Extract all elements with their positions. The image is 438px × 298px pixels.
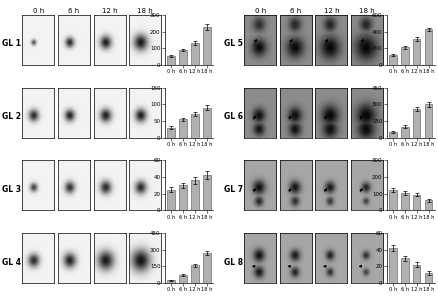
Title: 18 h: 18 h [137,8,153,14]
Bar [166,280,174,283]
Bar [412,109,420,138]
Text: GL 4: GL 4 [2,257,21,266]
Bar [191,265,198,283]
Bar [424,104,431,138]
Bar [412,39,420,65]
Bar [191,43,198,65]
Bar [388,248,396,283]
Bar [178,275,186,283]
Text: GL 8: GL 8 [223,257,243,266]
Bar [424,200,431,210]
Bar [202,108,210,138]
Bar [191,180,198,210]
Title: 6 h: 6 h [290,8,301,14]
Title: 18 h: 18 h [358,8,374,14]
Text: GL 7: GL 7 [223,185,243,194]
Bar [400,47,408,65]
Bar [202,27,210,65]
Bar [178,119,186,138]
Bar [400,127,408,138]
Bar [400,193,408,210]
Bar [412,195,420,210]
Bar [202,253,210,283]
Bar [202,175,210,210]
Title: 12 h: 12 h [323,8,339,14]
Text: GL 3: GL 3 [2,185,21,194]
Bar [178,50,186,65]
Bar [166,128,174,138]
Bar [166,190,174,210]
Bar [388,190,396,210]
Title: 12 h: 12 h [102,8,117,14]
Bar [388,55,396,65]
Bar [166,56,174,65]
Bar [191,114,198,138]
Text: GL 1: GL 1 [2,39,21,49]
Text: GL 5: GL 5 [223,39,242,49]
Bar [388,132,396,138]
Bar [400,258,408,283]
Bar [178,185,186,210]
Title: 0 h: 0 h [33,8,44,14]
Bar [424,273,431,283]
Text: GL 2: GL 2 [2,112,21,121]
Title: 0 h: 0 h [254,8,265,14]
Bar [412,265,420,283]
Bar [424,29,431,65]
Text: GL 6: GL 6 [223,112,242,121]
Title: 6 h: 6 h [68,8,79,14]
